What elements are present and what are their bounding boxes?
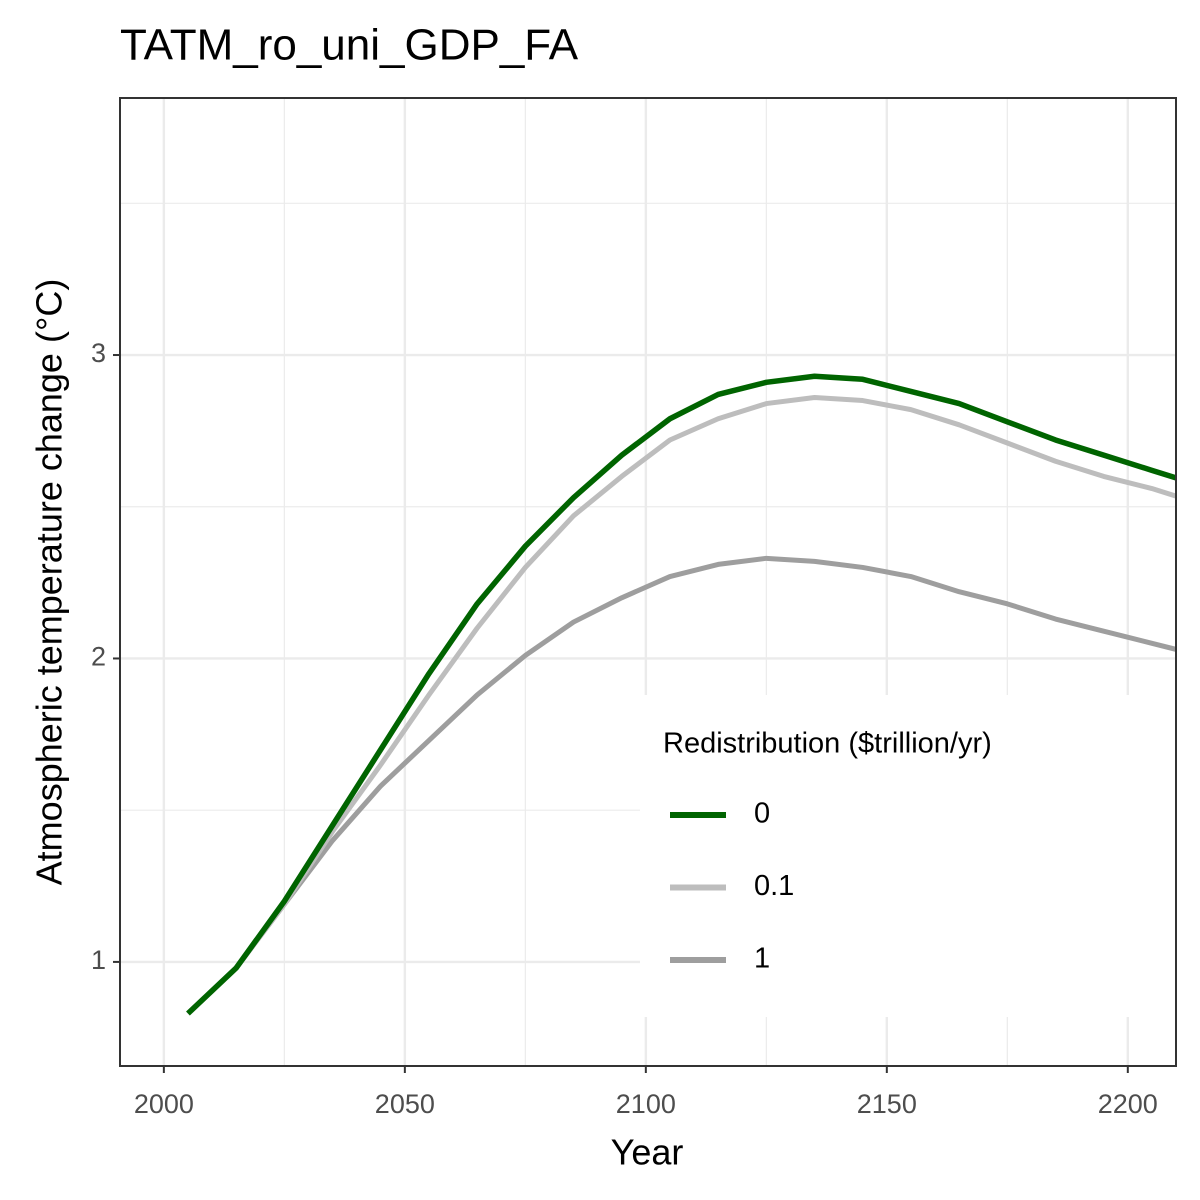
y-tick-label: 3 bbox=[91, 338, 106, 368]
y-tick-label: 2 bbox=[91, 642, 106, 672]
x-tick-label: 2200 bbox=[1098, 1089, 1158, 1119]
legend-label: 0 bbox=[754, 798, 770, 830]
plot-lines bbox=[186, 373, 1176, 1016]
legend-title: Redistribution ($trillion/yr) bbox=[663, 728, 992, 760]
y-axis-label: Atmospheric temperature change (°C) bbox=[29, 279, 70, 886]
legend-label: 1 bbox=[754, 943, 770, 975]
x-tick-label: 2150 bbox=[857, 1089, 917, 1119]
panel-border bbox=[119, 97, 1177, 1067]
series-line bbox=[186, 373, 1176, 1016]
x-tick-label: 2050 bbox=[375, 1089, 435, 1119]
y-tick-label: 1 bbox=[91, 945, 106, 975]
legend-label: 0.1 bbox=[754, 870, 794, 902]
series-line bbox=[186, 395, 1176, 1016]
legend: Redistribution ($trillion/yr) 0 0.1 1 bbox=[640, 695, 1176, 1017]
legend-background bbox=[640, 695, 1176, 1017]
x-tick-label: 2000 bbox=[134, 1089, 194, 1119]
series-line bbox=[186, 555, 1176, 1016]
axes: 2000 2050 2100 2150 2200 1 2 3 bbox=[91, 338, 1158, 1119]
x-tick-label: 2100 bbox=[616, 1089, 676, 1119]
x-axis-label: Year bbox=[611, 1132, 684, 1173]
chart-title: TATM_ro_uni_GDP_FA bbox=[120, 21, 579, 70]
